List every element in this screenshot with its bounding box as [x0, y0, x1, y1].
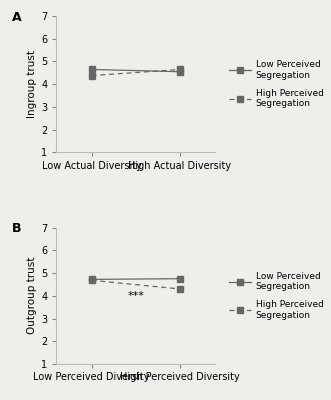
- Text: A: A: [12, 10, 22, 24]
- Legend: Low Perceived
Segregation, High Perceived
Segregation: Low Perceived Segregation, High Perceive…: [228, 60, 324, 109]
- Text: ***: ***: [127, 292, 144, 302]
- Legend: Low Perceived
Segregation, High Perceived
Segregation: Low Perceived Segregation, High Perceive…: [228, 271, 324, 320]
- Y-axis label: Ingroup trust: Ingroup trust: [27, 50, 37, 118]
- Y-axis label: Outgroup trust: Outgroup trust: [27, 257, 37, 334]
- Text: B: B: [12, 222, 21, 235]
